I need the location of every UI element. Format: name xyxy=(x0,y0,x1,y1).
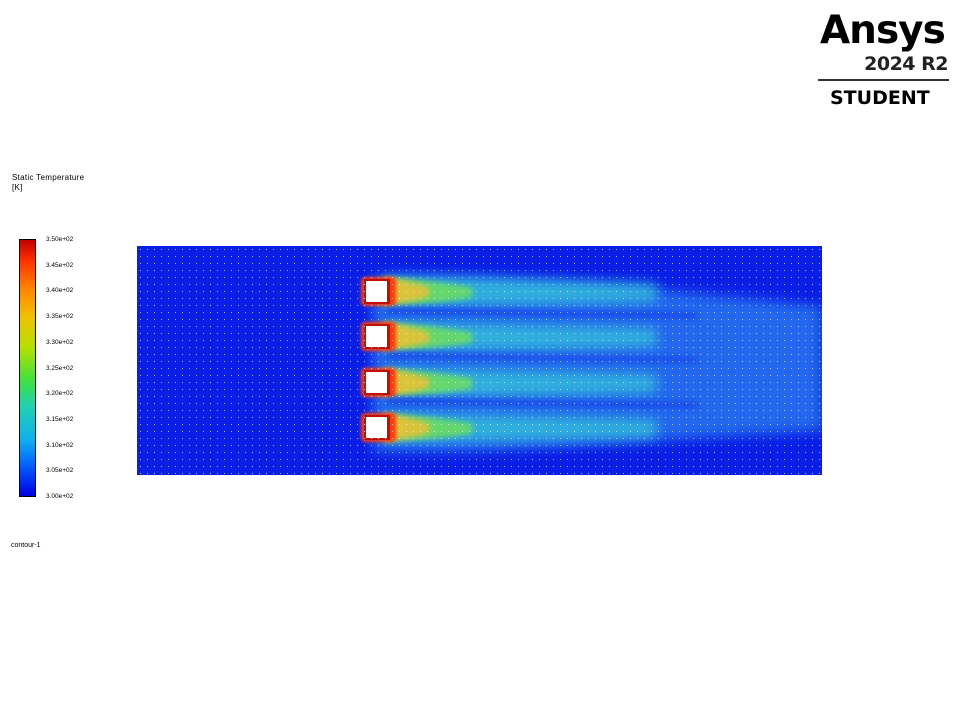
colorbar xyxy=(19,239,36,497)
logo-edition: STUDENT xyxy=(830,87,930,109)
colorbar-tick-label: 3.25e+02 xyxy=(46,364,74,372)
logo-divider xyxy=(818,79,949,81)
logo-brand: Ansys xyxy=(820,8,946,53)
colorbar-tick-label: 3.35e+02 xyxy=(46,313,74,321)
colorbar-tick-label: 3.45e+02 xyxy=(46,261,74,269)
contour-plot xyxy=(137,246,822,475)
legend-title: Static Temperature xyxy=(12,173,85,182)
contour-svg xyxy=(137,246,822,475)
legend-units: [K] xyxy=(12,183,23,192)
colorbar-tick-label: 3.30e+02 xyxy=(46,338,74,346)
colorbar-tick-label: 3.20e+02 xyxy=(46,390,74,398)
colorbar-tick-label: 3.40e+02 xyxy=(46,287,74,295)
colorbar-tick-label: 3.15e+02 xyxy=(46,415,74,423)
colorbar-tick-label: 3.00e+02 xyxy=(46,493,74,500)
contour-name: contour-1 xyxy=(11,542,41,549)
colorbar-tick-label: 3.50e+02 xyxy=(46,236,74,243)
ansys-logo: Ansys 2024 R2 STUDENT xyxy=(812,8,954,112)
colorbar-tick-label: 3.05e+02 xyxy=(46,467,74,475)
logo-version: 2024 R2 xyxy=(864,53,948,75)
colorbar-tick-label: 3.10e+02 xyxy=(46,441,74,449)
vector-dot-overlay xyxy=(137,246,822,475)
